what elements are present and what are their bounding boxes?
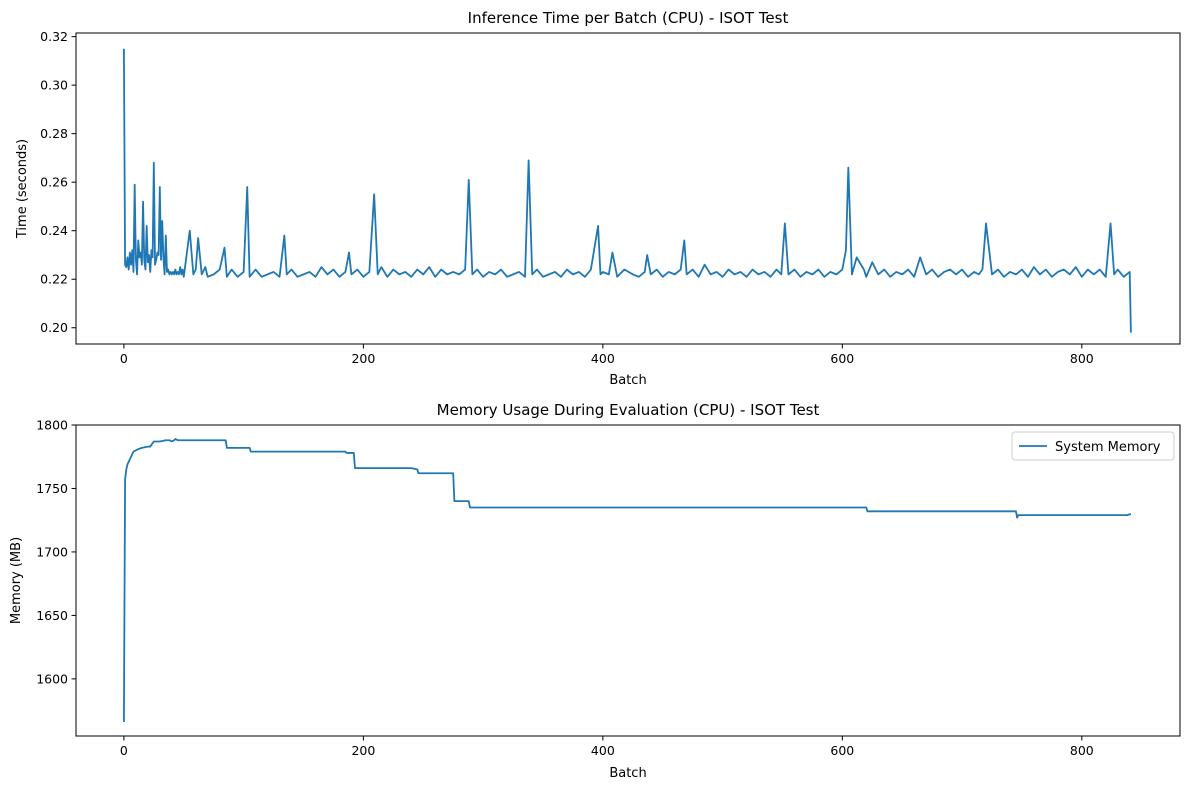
legend: System Memory	[1011, 431, 1175, 461]
legend-box	[1011, 431, 1175, 461]
y-tick-label: 1650	[36, 608, 68, 623]
y-axis-label: Time (seconds)	[15, 139, 30, 239]
x-tick-label: 600	[830, 351, 854, 366]
y-tick-label: 1750	[36, 481, 68, 496]
x-axis: 0 200 400 600 800	[120, 736, 1094, 758]
plot-area	[123, 48, 1132, 333]
axes-frame	[75, 424, 1181, 737]
y-tick-label: 1700	[36, 544, 68, 559]
y-tick-label: 0.26	[40, 175, 68, 190]
series-line-0	[123, 438, 1132, 723]
x-tick-label: 600	[830, 743, 854, 758]
x-axis: 0 200 400 600 800	[120, 344, 1094, 366]
series-line-0	[123, 48, 1132, 333]
y-tick-label: 0.30	[40, 78, 68, 93]
y-tick-label: 0.32	[40, 29, 68, 44]
x-tick-label: 0	[120, 743, 128, 758]
y-axis: 0.20 0.22 0.24 0.26 0.28 0.30 0.32	[40, 29, 76, 335]
y-tick-label: 1800	[36, 418, 68, 433]
y-tick-label: 0.24	[40, 223, 68, 238]
x-tick-label: 200	[351, 743, 375, 758]
y-axis-label: Memory (MB)	[9, 537, 24, 624]
plot-area	[123, 438, 1132, 723]
x-axis-label: Batch	[609, 373, 646, 388]
y-tick-label: 0.28	[40, 126, 68, 141]
axes-frame	[75, 32, 1181, 345]
y-tick-label: 0.20	[40, 320, 68, 335]
legend-label-system-memory: System Memory	[1055, 440, 1161, 455]
x-axis-label: Batch	[609, 766, 646, 781]
x-tick-label: 800	[1070, 351, 1094, 366]
memory-usage-subplot: Memory Usage During Evaluation (CPU) - I…	[9, 401, 1181, 781]
chart-title: Inference Time per Batch (CPU) - ISOT Te…	[468, 9, 789, 27]
y-axis: 1600 1650 1700 1750 1800	[36, 418, 76, 686]
x-tick-label: 400	[591, 743, 615, 758]
chart-title: Memory Usage During Evaluation (CPU) - I…	[437, 401, 820, 419]
x-tick-label: 400	[591, 351, 615, 366]
x-tick-label: 800	[1070, 743, 1094, 758]
x-tick-label: 200	[351, 351, 375, 366]
y-tick-label: 0.22	[40, 272, 68, 287]
y-tick-label: 1600	[36, 671, 68, 686]
x-tick-label: 0	[120, 351, 128, 366]
inference-time-subplot: Inference Time per Batch (CPU) - ISOT Te…	[15, 9, 1181, 388]
